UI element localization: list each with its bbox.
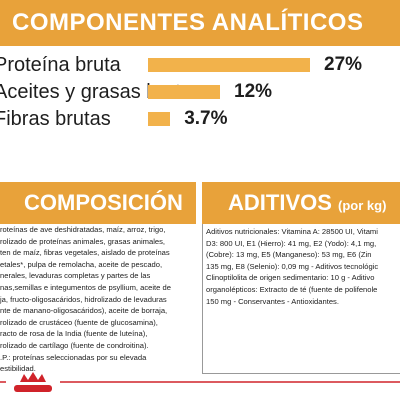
analytic-bar — [148, 112, 171, 126]
composition-text: roteínas de ave deshidratadas, maíz, arr… — [0, 224, 194, 375]
analytic-row: Fibras brutas 3.7% — [0, 106, 400, 132]
additives-box — [202, 224, 400, 374]
text-line: racto de rosa de la India (fuente de lut… — [0, 329, 148, 339]
text-line: Clinoptilolita de origen sedimentario: 1… — [206, 273, 375, 283]
additives-title: ADITIVOS (por kg) — [202, 182, 400, 224]
text-line: nerales, levaduras completas y partes de… — [0, 271, 151, 281]
text-line: estibilidad. — [0, 364, 36, 374]
text-line: etales*, pulpa de remolacha, aceite de p… — [0, 259, 163, 269]
text-line: 135 mg, E8 (Selenio): 0,09 mg - Aditivos… — [206, 261, 379, 271]
analytic-bar — [148, 85, 220, 99]
composition-title: COMPOSICIÓN — [0, 182, 196, 224]
additives-title-text: ADITIVOS — [228, 190, 332, 215]
text-line: nte de manano-oligosacáridos), aceite de… — [0, 306, 168, 316]
analytic-label: Fibras brutas — [0, 108, 111, 130]
text-line: ten de maíz, fibras vegetales, aislado d… — [0, 248, 170, 258]
analytic-bar — [148, 58, 310, 72]
text-line: 150 mg - Conservantes - Antioxidantes. — [206, 296, 339, 306]
text-line: Aditivos nutricionales: Vitamina A: 2850… — [206, 227, 378, 236]
text-line: (Cobre): 13 mg, E5 (Manganeso): 53 mg, E… — [206, 250, 372, 260]
analytic-value: 27% — [324, 54, 363, 75]
text-line: rolizado de proteínas animales, grasas a… — [0, 236, 166, 246]
text-line: organolépticos: Extracto de té (fuente d… — [206, 284, 378, 294]
text-line: rolizado de crustáceo (fuente de glucosa… — [0, 317, 158, 327]
analytic-value: 12% — [234, 81, 273, 102]
analytic-row: Proteína bruta 27% — [0, 52, 400, 78]
logo-crown — [20, 372, 46, 382]
analytic-row: Aceites y grasas brutos 12% — [0, 79, 400, 105]
additives-text: Aditivos nutricionales: Vitamina A: 2850… — [206, 226, 400, 307]
footer — [0, 372, 400, 396]
header-title: COMPONENTES ANALÍTICOS — [0, 0, 400, 46]
text-line: D3: 800 UI, E1 (Hierro): 41 mg, E2 (Yodo… — [206, 238, 377, 248]
logo-banner — [14, 385, 52, 392]
analytic-label: Proteína bruta — [0, 54, 121, 76]
text-line: rolizado de cartílago (fuente de condroi… — [0, 340, 149, 350]
additives-unit: (por kg) — [338, 198, 387, 213]
text-line: ja, fructo-oligosacáridos, hidrolizado d… — [0, 294, 167, 304]
text-line: roteínas de ave deshidratadas, maíz, arr… — [0, 225, 166, 234]
analytic-value: 3.7% — [184, 108, 228, 129]
text-line: nas,semillas e integumentos de psyllium,… — [0, 282, 171, 292]
text-line: .P.: proteínas seleccionadas por su elev… — [0, 352, 147, 362]
